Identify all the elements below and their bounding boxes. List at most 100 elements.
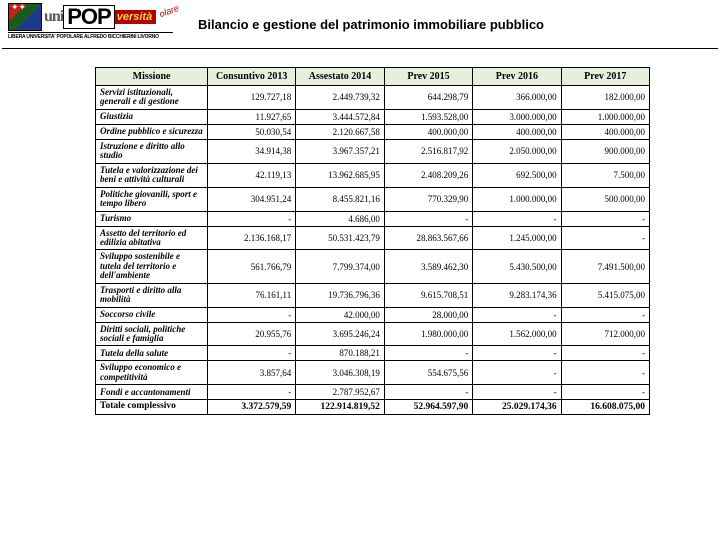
cell-value: 50.531.423,79 <box>296 226 385 250</box>
cell-value: 554.675,56 <box>384 361 472 385</box>
cell-value: 3.589.462,30 <box>384 250 472 283</box>
cell-value: - <box>473 385 561 400</box>
cell-value: 182.000,00 <box>561 86 649 110</box>
row-label: Politiche giovanili, sport e tempo liber… <box>96 187 208 211</box>
row-label: Sviluppo economico e competitività <box>96 361 208 385</box>
cell-value: - <box>473 307 561 322</box>
cell-value: - <box>473 361 561 385</box>
row-label: Istruzione e diritto allo studio <box>96 139 208 163</box>
col-prev-2017: Prev 2017 <box>561 68 649 86</box>
table-row: Assetto del territorio ed edilizia abita… <box>96 226 650 250</box>
col-prev-2016: Prev 2016 <box>473 68 561 86</box>
cell-value: 50.030,54 <box>208 124 296 139</box>
cell-value: 11.927,65 <box>208 109 296 124</box>
table-body: Servizi istituzionali, generali e di ges… <box>96 86 650 415</box>
cell-value: 561.766,79 <box>208 250 296 283</box>
cell-value: 304.951,24 <box>208 187 296 211</box>
table-row: Servizi istituzionali, generali e di ges… <box>96 86 650 110</box>
cell-value: 2.136.168,17 <box>208 226 296 250</box>
cell-value: - <box>561 226 649 250</box>
cell-value: 400.000,00 <box>384 124 472 139</box>
cell-value: 9.615.708,51 <box>384 283 472 307</box>
table-row: Sviluppo sostenibile e tutela del territ… <box>96 250 650 283</box>
cell-value: 3.444.572,84 <box>296 109 385 124</box>
cell-value: 1.562.000,00 <box>473 322 561 346</box>
cell-value: 13.962.685,95 <box>296 163 385 187</box>
cell-value: 28.863.567,66 <box>384 226 472 250</box>
cell-value: 3.967.357,21 <box>296 139 385 163</box>
table-container: Missione Consuntivo 2013 Assestato 2014 … <box>0 49 720 415</box>
cell-value: 42.000,00 <box>296 307 385 322</box>
cell-value: - <box>561 361 649 385</box>
row-label: Giustizia <box>96 109 208 124</box>
cell-value: 7.491.500,00 <box>561 250 649 283</box>
cell-value: 7.500,00 <box>561 163 649 187</box>
logo-pop-text: POP <box>63 5 114 29</box>
total-value: 3.372.579,59 <box>208 400 296 415</box>
cell-value: 644.298,79 <box>384 86 472 110</box>
cell-value: 2.516.817,92 <box>384 139 472 163</box>
cell-value: 5.430.500,00 <box>473 250 561 283</box>
table-row: Turismo-4.686,00--- <box>96 211 650 226</box>
cell-value: - <box>561 211 649 226</box>
cell-value: - <box>384 385 472 400</box>
cell-value: 3.695.246,24 <box>296 322 385 346</box>
table-row: Diritti sociali, politiche sociali e fam… <box>96 322 650 346</box>
total-label: Totale complessivo <box>96 400 208 415</box>
cell-value: 42.119,13 <box>208 163 296 187</box>
row-label: Diritti sociali, politiche sociali e fam… <box>96 322 208 346</box>
logo-uni-text: uni <box>42 8 63 26</box>
cell-value: - <box>384 211 472 226</box>
cell-value: 1.245.000,00 <box>473 226 561 250</box>
cell-value: 870.188,21 <box>296 346 385 361</box>
table-total-row: Totale complessivo3.372.579,59122.914.81… <box>96 400 650 415</box>
cell-value: 500.000,00 <box>561 187 649 211</box>
cell-value: 2.050.000,00 <box>473 139 561 163</box>
cell-value: 76.161,11 <box>208 283 296 307</box>
cell-value: 1.593.528,00 <box>384 109 472 124</box>
cell-value: 400.000,00 <box>473 124 561 139</box>
cell-value: - <box>473 211 561 226</box>
logo: uni POP versità olare LIBERA UNIVERSITA'… <box>8 2 173 46</box>
table-row: Politiche giovanili, sport e tempo liber… <box>96 187 650 211</box>
cell-value: 129.727,18 <box>208 86 296 110</box>
cell-value: - <box>561 346 649 361</box>
row-label: Sviluppo sostenibile e tutela del territ… <box>96 250 208 283</box>
total-value: 16.608.075,00 <box>561 400 649 415</box>
cell-value: 9.283.174,36 <box>473 283 561 307</box>
budget-table: Missione Consuntivo 2013 Assestato 2014 … <box>95 67 650 415</box>
cell-value: 2.120.667,58 <box>296 124 385 139</box>
page-title: Bilancio e gestione del patrimonio immob… <box>173 17 712 32</box>
row-label: Ordine pubblico e sicurezza <box>96 124 208 139</box>
table-row: Sviluppo economico e competitività3.857,… <box>96 361 650 385</box>
table-row: Istruzione e diritto allo studio34.914,3… <box>96 139 650 163</box>
total-value: 52.964.597,90 <box>384 400 472 415</box>
cell-value: - <box>561 307 649 322</box>
table-row: Ordine pubblico e sicurezza50.030,542.12… <box>96 124 650 139</box>
cell-value: 1.980.000,00 <box>384 322 472 346</box>
cell-value: 2.449.739,32 <box>296 86 385 110</box>
cell-value: 692.500,00 <box>473 163 561 187</box>
cell-value: - <box>561 385 649 400</box>
cell-value: - <box>473 346 561 361</box>
logo-versita-text: versità <box>113 10 156 24</box>
logo-subtitle: LIBERA UNIVERSITA' POPOLARE ALFREDO BICC… <box>8 32 173 40</box>
table-row: Trasporti e diritto alla mobilità76.161,… <box>96 283 650 307</box>
row-label: Turismo <box>96 211 208 226</box>
col-missione: Missione <box>96 68 208 86</box>
cell-value: - <box>208 385 296 400</box>
cell-value: 19.736.796,36 <box>296 283 385 307</box>
cell-value: 3.000.000,00 <box>473 109 561 124</box>
cell-value: 8.455.821,16 <box>296 187 385 211</box>
cell-value: 400.000,00 <box>561 124 649 139</box>
cell-value: 34.914,38 <box>208 139 296 163</box>
cell-value: - <box>208 211 296 226</box>
cell-value: 28.000,00 <box>384 307 472 322</box>
cell-value: 4.686,00 <box>296 211 385 226</box>
col-prev-2015: Prev 2015 <box>384 68 472 86</box>
row-label: Fondi e accantonamenti <box>96 385 208 400</box>
cell-value: 3.046.308,19 <box>296 361 385 385</box>
logo-flag-icon <box>8 3 42 31</box>
total-value: 122.914.819,52 <box>296 400 385 415</box>
row-label: Soccorso civile <box>96 307 208 322</box>
